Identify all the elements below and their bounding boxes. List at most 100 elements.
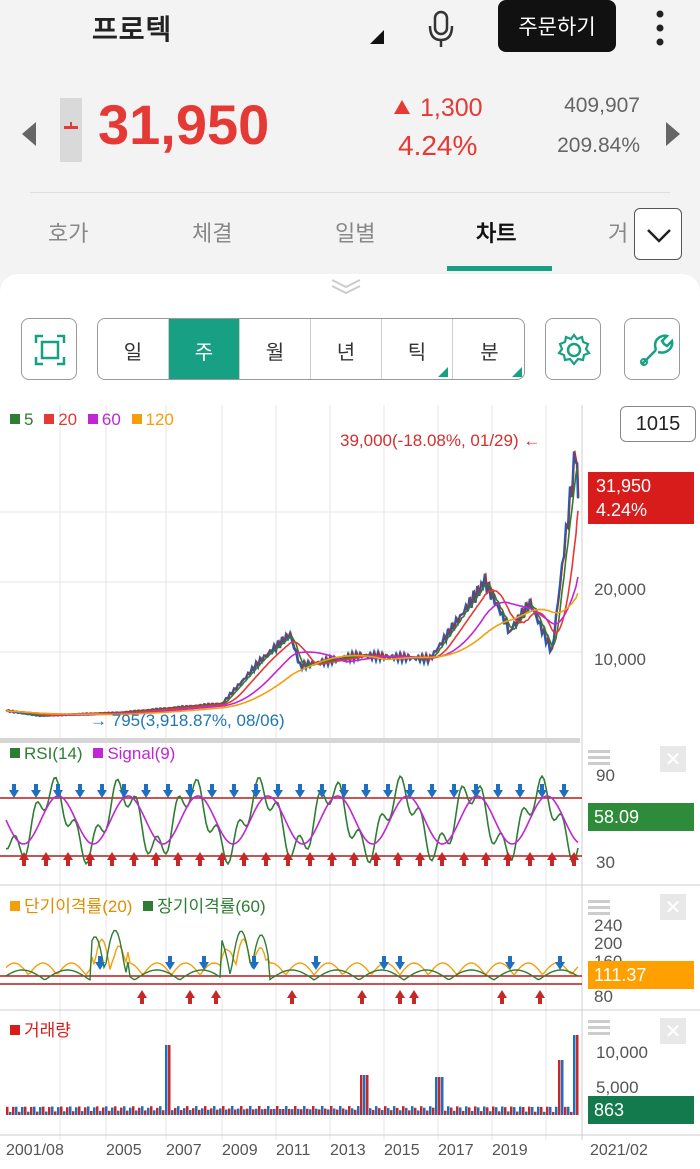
stock-dropdown-icon[interactable] bbox=[370, 30, 384, 44]
tab-expand-button[interactable] bbox=[634, 208, 682, 260]
sell-signal-arrow bbox=[339, 784, 349, 798]
volume-bar bbox=[141, 1106, 144, 1115]
stock-name[interactable]: 프로텍 bbox=[92, 13, 173, 46]
more-vertical-icon[interactable] bbox=[650, 8, 670, 48]
sell-signal-arrow bbox=[251, 784, 261, 798]
period-day[interactable]: 일 bbox=[98, 319, 169, 379]
volume-bar bbox=[240, 1106, 243, 1115]
volume-bar bbox=[432, 1107, 435, 1115]
volume-bar bbox=[225, 1109, 228, 1115]
buy-signal-arrow bbox=[481, 852, 491, 866]
volume-bar bbox=[180, 1110, 183, 1115]
pane-menu-icon bbox=[588, 750, 610, 753]
volume-bar bbox=[198, 1109, 201, 1115]
order-button[interactable]: 주문하기 bbox=[498, 0, 616, 52]
price-change-value: 1,300 bbox=[420, 94, 483, 122]
volume-bar bbox=[210, 1108, 213, 1115]
volume-bar bbox=[531, 1106, 534, 1115]
volume-bar bbox=[513, 1107, 516, 1115]
volume-bar bbox=[231, 1106, 234, 1115]
volume-bar bbox=[108, 1110, 111, 1115]
volume-bar bbox=[288, 1108, 291, 1115]
pane-menu-icon bbox=[588, 906, 610, 909]
ma-60-label: 60 bbox=[101, 410, 121, 429]
sell-signal-arrow bbox=[119, 784, 129, 798]
buy-signal-arrow bbox=[535, 990, 545, 1004]
fullscreen-icon bbox=[34, 334, 66, 366]
volume-bar bbox=[186, 1106, 189, 1115]
period-month[interactable]: 월 bbox=[240, 319, 311, 379]
tools-button[interactable] bbox=[624, 318, 680, 380]
volume-bar bbox=[54, 1111, 57, 1115]
volume-bar bbox=[354, 1109, 357, 1115]
tab-trades[interactable]: 체결 bbox=[192, 222, 233, 247]
volume-bar bbox=[258, 1106, 261, 1115]
buy-signal-arrow bbox=[185, 990, 195, 1004]
volume-tick-label: 5,000 bbox=[596, 1078, 639, 1097]
settings-button[interactable] bbox=[545, 318, 601, 380]
ma-60-legend: 60 bbox=[87, 410, 121, 429]
chevron-down-icon bbox=[647, 229, 671, 243]
volume-bar bbox=[333, 1108, 336, 1115]
tab-orderbook[interactable]: 호가 bbox=[48, 222, 89, 247]
x-tick-label: 2001/08 bbox=[6, 1142, 64, 1159]
volume-bar bbox=[168, 1045, 171, 1115]
period-tick[interactable]: 틱 bbox=[382, 319, 453, 379]
submenu-corner-icon bbox=[512, 367, 522, 377]
chart-panel bbox=[0, 274, 700, 1169]
close-volume-icon[interactable]: ✕ bbox=[660, 1018, 686, 1044]
mic-icon[interactable] bbox=[424, 8, 458, 48]
volume-bar bbox=[102, 1107, 105, 1115]
ma-120-line bbox=[5, 593, 579, 716]
buy-signal-arrow bbox=[349, 852, 359, 866]
buy-signal-arrow bbox=[107, 852, 117, 866]
disparity-tick-label: 80 bbox=[594, 987, 613, 1006]
volume-bar bbox=[348, 1106, 351, 1115]
volume-bar bbox=[69, 1106, 72, 1115]
volume-bar bbox=[189, 1109, 192, 1115]
volume-bar bbox=[321, 1106, 324, 1115]
zoom-level-box[interactable]: 1015 bbox=[620, 406, 696, 442]
volume-bar bbox=[366, 1075, 369, 1115]
buy-signal-arrow bbox=[327, 852, 337, 866]
volume-bar bbox=[555, 1106, 558, 1115]
y-tick-label: 10,000 bbox=[594, 650, 646, 669]
volume-bar bbox=[48, 1107, 51, 1115]
volume-bar bbox=[399, 1110, 402, 1115]
tab-more-partial[interactable]: 거 bbox=[608, 222, 629, 247]
volume-bar bbox=[171, 1110, 174, 1115]
sell-signal-arrow bbox=[229, 784, 239, 798]
tab-chart[interactable]: 차트 bbox=[476, 222, 517, 247]
collapse-handle-icon[interactable] bbox=[330, 276, 362, 294]
volume-bar bbox=[294, 1106, 297, 1115]
volume-bar bbox=[75, 1107, 78, 1115]
prev-stock-arrow-icon[interactable] bbox=[22, 122, 36, 146]
sell-signal-arrow bbox=[163, 784, 173, 798]
volume-bar bbox=[438, 1077, 441, 1115]
close-disparity-icon[interactable]: ✕ bbox=[660, 894, 686, 920]
volume-bar bbox=[81, 1111, 84, 1115]
period-minute[interactable]: 분 bbox=[453, 319, 524, 379]
volume-bar bbox=[546, 1106, 549, 1115]
period-year[interactable]: 년 bbox=[311, 319, 382, 379]
tab-daily[interactable]: 일별 bbox=[335, 222, 376, 247]
sell-signal-arrow bbox=[559, 784, 569, 798]
volume-bar bbox=[60, 1106, 63, 1115]
volume-bar bbox=[87, 1106, 90, 1115]
period-selector: 일 주 월 년 틱 분 bbox=[97, 318, 525, 380]
close-rsi-icon[interactable]: ✕ bbox=[660, 746, 686, 772]
disparity-tick-label: 200 bbox=[594, 934, 623, 953]
fullscreen-button[interactable] bbox=[21, 318, 77, 380]
volume-bar bbox=[135, 1110, 138, 1115]
rsi-signal-line bbox=[5, 795, 579, 845]
next-stock-arrow-icon[interactable] bbox=[666, 122, 680, 146]
volume-bar bbox=[120, 1107, 123, 1115]
volume-bar bbox=[537, 1106, 540, 1115]
volume-bar bbox=[204, 1106, 207, 1115]
volume-bar bbox=[114, 1106, 117, 1115]
period-week[interactable]: 주 bbox=[169, 319, 240, 379]
gear-icon bbox=[557, 333, 591, 366]
volume-bar bbox=[450, 1107, 453, 1115]
volume-bar bbox=[117, 1110, 120, 1115]
volume-bar bbox=[174, 1108, 177, 1115]
